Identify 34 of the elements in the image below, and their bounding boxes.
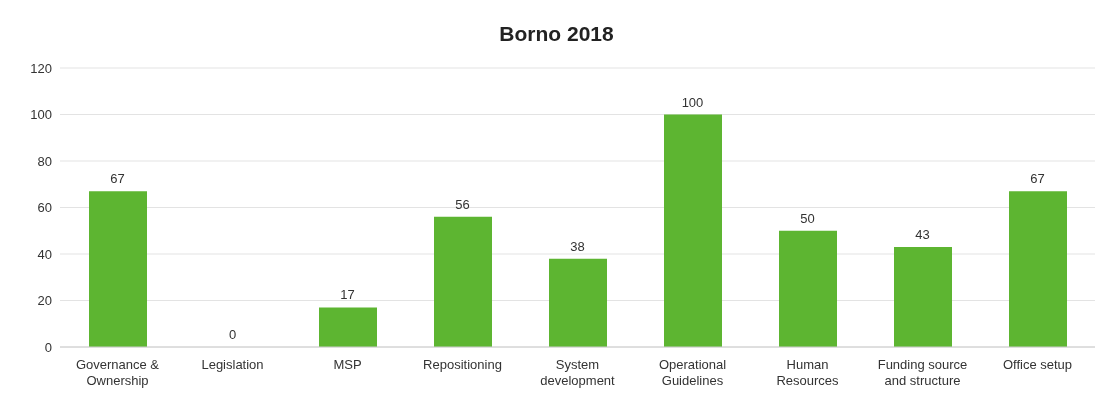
y-tick-label: 40 <box>37 246 52 262</box>
bar <box>319 307 377 347</box>
bar <box>779 230 837 347</box>
data-label: 17 <box>340 287 355 303</box>
x-tick-label: Office setup <box>1002 357 1073 372</box>
x-tick-label: System development <box>540 357 616 388</box>
y-tick-label: 100 <box>30 107 52 123</box>
x-tick-label: Legislation <box>201 357 264 372</box>
data-label: 50 <box>800 210 815 226</box>
data-label: 0 <box>228 327 237 342</box>
x-tick-label: Repositioning <box>423 357 502 372</box>
x-tick-label: Funding source and structure <box>877 357 968 388</box>
data-label: 67 <box>1030 171 1045 187</box>
bar <box>664 114 722 347</box>
bar <box>434 216 492 347</box>
data-label: 100 <box>681 94 704 110</box>
bar <box>89 191 147 347</box>
data-label: 56 <box>455 196 470 212</box>
bar <box>1009 191 1067 347</box>
y-tick-label: 20 <box>37 293 52 309</box>
data-label: 38 <box>570 238 585 254</box>
bar <box>549 258 607 347</box>
x-tick-label: Operational Guidelines <box>658 357 727 388</box>
x-tick-label: Governance & Ownership <box>75 357 160 388</box>
data-label: 43 <box>915 227 930 243</box>
y-tick-label: 120 <box>30 60 52 76</box>
y-tick-label: 80 <box>37 153 52 169</box>
bar <box>894 247 952 347</box>
x-tick-label: Human Resources <box>776 357 840 388</box>
data-label: 67 <box>110 171 125 187</box>
x-tick-label: MSP <box>333 357 362 372</box>
chart-title: Borno 2018 <box>498 21 615 47</box>
y-tick-label: 0 <box>44 339 52 355</box>
y-tick-label: 60 <box>37 200 52 216</box>
